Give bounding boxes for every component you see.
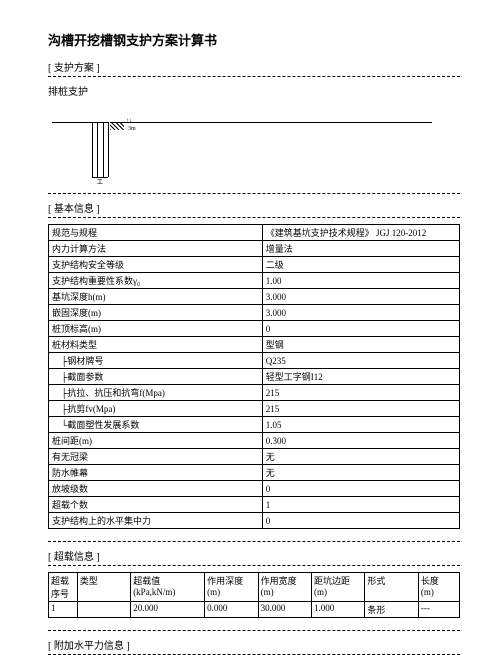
- section-scheme-head: [ 支护方案 ]: [48, 59, 460, 74]
- table-cell: 规范与规程: [49, 225, 263, 241]
- divider: [48, 76, 460, 77]
- table-cell: 支护结构安全等级: [49, 257, 263, 273]
- table-header: 类型: [77, 573, 130, 602]
- table-header: 超载值(kPa,kN/m): [131, 573, 205, 602]
- table-cell: 型钢: [262, 337, 459, 353]
- table-cell: 增量法: [262, 241, 459, 257]
- table-header: 形式: [365, 573, 418, 602]
- divider: [48, 541, 460, 542]
- table-cell: 无: [262, 465, 459, 481]
- table-cell: 20.000: [131, 602, 205, 618]
- pile-diagram: 工 ↑↓ 3m: [52, 104, 432, 189]
- table-header: 作用宽度(m): [258, 573, 311, 602]
- table-cell: 0: [262, 321, 459, 337]
- table-cell: 支护结构上的水平集中力: [49, 513, 263, 529]
- table-cell: 《建筑基坑支护技术规程》 JGJ 120-2012: [262, 225, 459, 241]
- page-title: 沟槽开挖槽钢支护方案计算书: [48, 30, 460, 49]
- table-cell: 215: [262, 385, 459, 401]
- table-cell: 0: [262, 513, 459, 529]
- table-cell: 支护结构重要性系数γ₀: [49, 273, 263, 289]
- table-cell: 215: [262, 401, 459, 417]
- table-cell: 放坡级数: [49, 481, 263, 497]
- table-cell: 防水帷幕: [49, 465, 263, 481]
- section-water-head: [ 附加水平力信息 ]: [48, 637, 460, 652]
- table-cell: 桩间距(m): [49, 433, 263, 449]
- table-cell: 二级: [262, 257, 459, 273]
- table-cell: 1.05: [262, 417, 459, 433]
- table-cell: 嵌固深度(m): [49, 305, 263, 321]
- table-cell: 无: [262, 449, 459, 465]
- table-cell: 桩顶标高(m): [49, 321, 263, 337]
- table-cell: [77, 602, 130, 618]
- beam-icon: 工: [88, 177, 112, 186]
- section-basic-head: [ 基本信息 ]: [48, 200, 460, 215]
- table-cell: 有无冠梁: [49, 449, 263, 465]
- table-cell: Q235: [262, 353, 459, 369]
- table-cell: 0.000: [205, 602, 258, 618]
- table-cell: ├抗剪fv(Mpa): [49, 401, 263, 417]
- table-cell: 1.00: [262, 273, 459, 289]
- table-cell: ├钢材牌号: [49, 353, 263, 369]
- table-cell: ├抗拉、抗压和抗弯f(Mpa): [49, 385, 263, 401]
- divider: [48, 630, 460, 631]
- table-cell: └截面塑性发展系数: [49, 417, 263, 433]
- table-cell: 0.300: [262, 433, 459, 449]
- divider: [48, 193, 460, 194]
- table-cell: 超载个数: [49, 497, 263, 513]
- table-cell: 1: [262, 497, 459, 513]
- table-header: 距坑边距(m): [312, 573, 365, 602]
- table-cell: 条形: [365, 602, 418, 618]
- table-cell: 内力计算方法: [49, 241, 263, 257]
- table-header: 作用深度(m): [205, 573, 258, 602]
- table-cell: 1: [49, 602, 78, 618]
- table-cell: 0: [262, 481, 459, 497]
- divider: [48, 565, 460, 566]
- table-cell: 基坑深度h(m): [49, 289, 263, 305]
- dim-arrow: ↑↓: [126, 118, 132, 124]
- table-cell: 轻型工字钢I12: [262, 369, 459, 385]
- section-load-head: [ 超载信息 ]: [48, 548, 460, 563]
- dim-text: 3m: [128, 126, 136, 132]
- table-cell: 3.000: [262, 289, 459, 305]
- table-cell: 3.000: [262, 305, 459, 321]
- scheme-text: 排桩支护: [48, 83, 460, 98]
- load-table: 超载序号类型 超载值(kPa,kN/m)作用深度(m)作用宽度(m)距坑边距(m…: [48, 572, 460, 618]
- table-header: 长度(m): [418, 573, 459, 602]
- table-cell: 30.000: [258, 602, 311, 618]
- divider: [48, 217, 460, 218]
- table-cell: ---: [418, 602, 459, 618]
- basic-info-table: 规范与规程《建筑基坑支护技术规程》 JGJ 120-2012内力计算方法增量法支…: [48, 224, 460, 529]
- table-cell: 1.000: [312, 602, 365, 618]
- table-cell: ├截面参数: [49, 369, 263, 385]
- table-header: 超载序号: [49, 573, 78, 602]
- table-cell: 桩材料类型: [49, 337, 263, 353]
